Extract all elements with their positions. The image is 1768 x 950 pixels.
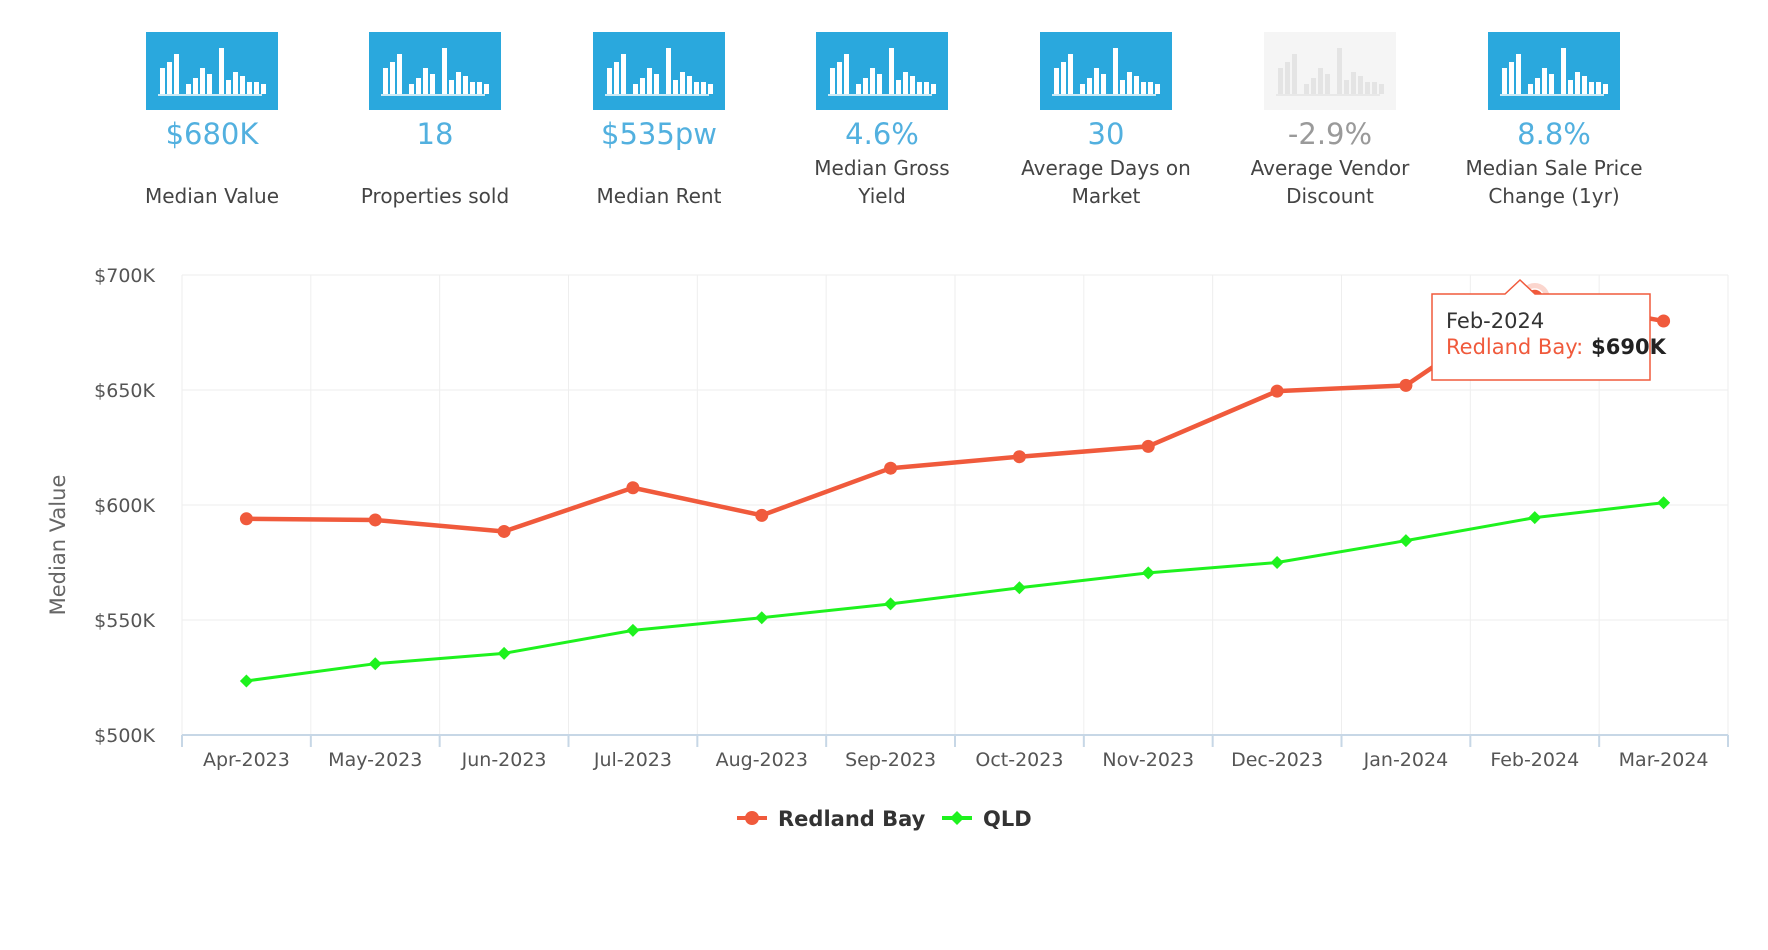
data-point-qld bbox=[368, 657, 382, 671]
bar-chart-icon bbox=[593, 32, 725, 110]
data-point-redland-bay bbox=[1012, 450, 1026, 464]
x-tick-label: Jun-2023 bbox=[461, 749, 547, 771]
data-point-qld bbox=[1399, 534, 1413, 548]
stat-value: 4.6% bbox=[845, 117, 919, 151]
bar-chart-icon bbox=[816, 32, 948, 110]
stat-value: 30 bbox=[1087, 117, 1125, 151]
legend-item-redland-bay[interactable]: Redland Bay bbox=[737, 807, 926, 831]
data-point-qld bbox=[1270, 556, 1284, 569]
legend-qld-marker bbox=[950, 811, 964, 825]
x-tick-label: Dec-2023 bbox=[1231, 749, 1323, 771]
bar-chart-icon bbox=[369, 32, 501, 110]
stat-card: 18 Properties sold bbox=[335, 32, 535, 210]
data-point-qld bbox=[1012, 581, 1026, 595]
y-tick-label: $650K bbox=[94, 380, 155, 402]
stat-value: $680K bbox=[165, 117, 259, 151]
stat-label: Average Days on Market bbox=[1021, 156, 1191, 208]
data-point-qld bbox=[755, 611, 769, 625]
data-point-redland-bay bbox=[239, 512, 253, 526]
legend-item-qld[interactable]: QLD bbox=[942, 807, 1032, 831]
tooltip-value-line: Redland Bay: $690K bbox=[1446, 335, 1667, 359]
stat-value: -2.9% bbox=[1287, 117, 1373, 151]
stat-label: Properties sold bbox=[360, 184, 510, 208]
stat-card: 30 Average Days on Market bbox=[1006, 32, 1206, 210]
stat-label: Median Sale Price Change (1yr) bbox=[1465, 156, 1643, 208]
stat-label: Median Rent bbox=[596, 184, 722, 208]
bar-chart-icon bbox=[1264, 32, 1396, 110]
data-point-redland-bay bbox=[368, 513, 382, 527]
x-tick-label: Sep-2023 bbox=[845, 749, 936, 771]
legend[interactable]: Redland Bay QLD bbox=[737, 807, 1032, 831]
data-point-qld bbox=[1141, 566, 1155, 580]
y-tick-label: $600K bbox=[94, 495, 155, 517]
legend-redland-bay-marker bbox=[745, 811, 759, 825]
x-tick-label: Aug-2023 bbox=[716, 749, 808, 771]
bar-chart-icon bbox=[1040, 32, 1172, 110]
data-point-redland-bay bbox=[626, 481, 640, 495]
x-tick-label: May-2023 bbox=[328, 749, 422, 771]
stat-card: 8.8% Median Sale Price Change (1yr) bbox=[1454, 32, 1654, 210]
x-tick-label: Jan-2024 bbox=[1363, 749, 1449, 771]
y-tick-label: $700K bbox=[94, 265, 155, 287]
data-point-qld bbox=[239, 674, 253, 688]
series-line-redland-bay bbox=[246, 295, 1664, 534]
tooltip: Feb-2024 Redland Bay: $690K bbox=[1431, 278, 1667, 381]
stat-card: -2.9% Average Vendor Discount bbox=[1230, 32, 1430, 210]
bar-chart-icon bbox=[1488, 32, 1620, 110]
data-point-redland-bay bbox=[497, 524, 511, 538]
stat-card: $680K Median Value bbox=[112, 32, 312, 210]
bar-chart-icon bbox=[146, 32, 278, 110]
data-point-qld bbox=[884, 597, 898, 611]
stat-value: 8.8% bbox=[1517, 117, 1591, 151]
y-axis: $700K $650K $600K $550K $500K bbox=[94, 265, 155, 747]
data-point-qld bbox=[1657, 496, 1671, 510]
stats-bar: $680K Median Value 18 Properties sold $535pw… bbox=[0, 0, 1768, 220]
stat-label: Average Vendor Discount bbox=[1250, 156, 1410, 208]
x-axis: Apr-2023 May-2023 Jun-2023 Jul-2023 Aug-2023… bbox=[181, 734, 1729, 771]
stat-card: $535pw Median Rent bbox=[559, 32, 759, 210]
legend-qld-label: QLD bbox=[983, 807, 1032, 831]
x-tick-label: Mar-2024 bbox=[1619, 749, 1709, 771]
data-point-redland-bay bbox=[1399, 378, 1413, 392]
y-axis-title: Median Value bbox=[46, 475, 70, 616]
x-tick-label: Apr-2023 bbox=[203, 749, 290, 771]
tooltip-box bbox=[1431, 278, 1651, 381]
tooltip-title: Feb-2024 bbox=[1446, 309, 1544, 333]
data-point-qld bbox=[626, 623, 640, 637]
x-tick-label: Oct-2023 bbox=[975, 749, 1063, 771]
series-line-qld bbox=[246, 501, 1664, 683]
stat-card: 4.6% Median Gross Yield bbox=[782, 32, 982, 210]
tooltip-value: $690K bbox=[1591, 335, 1666, 359]
stat-value: 18 bbox=[416, 117, 454, 151]
stat-label: Median Value bbox=[144, 184, 280, 208]
legend-redland-bay-label: Redland Bay bbox=[778, 807, 926, 831]
data-point-qld bbox=[1528, 511, 1542, 525]
data-point-redland-bay bbox=[755, 508, 769, 522]
stat-value: $535pw bbox=[601, 117, 717, 151]
x-tick-label: Feb-2024 bbox=[1490, 749, 1579, 771]
median-value-chart: $700K $650K $600K $550K $500K Apr-2023 May-20… bbox=[46, 265, 1729, 831]
tooltip-series-label: Redland Bay: bbox=[1446, 335, 1583, 359]
data-point-redland-bay bbox=[1657, 314, 1671, 328]
stat-label: Median Gross Yield bbox=[814, 156, 950, 208]
y-tick-label: $550K bbox=[94, 610, 155, 632]
data-point-qld bbox=[497, 646, 511, 660]
data-point-redland-bay bbox=[1141, 439, 1155, 453]
data-point-redland-bay bbox=[884, 461, 898, 475]
data-point-redland-bay bbox=[1270, 384, 1284, 398]
y-tick-label: $500K bbox=[94, 725, 155, 747]
x-tick-label: Jul-2023 bbox=[593, 749, 672, 771]
x-tick-label: Nov-2023 bbox=[1102, 749, 1194, 771]
